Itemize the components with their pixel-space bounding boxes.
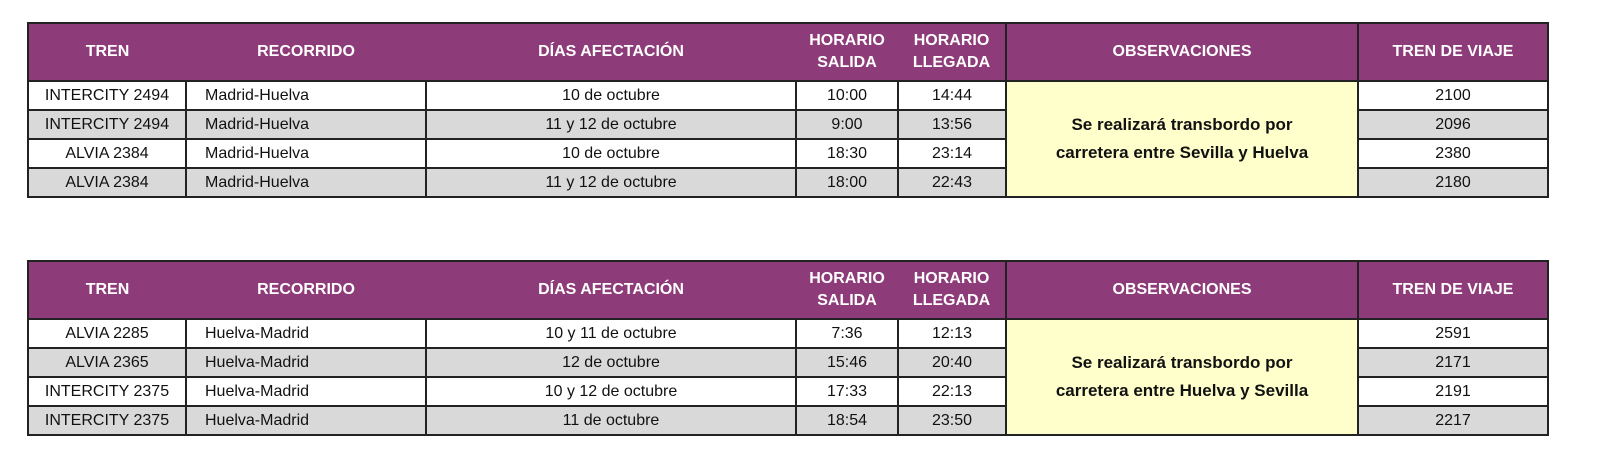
cell-salida: 9:00 [795, 109, 899, 140]
table-row: ALVIA 2365 Huelva-Madrid 12 de octubre 1… [27, 347, 1549, 378]
header-llegada-line2: LLEGADA [912, 54, 991, 71]
observacion-line2: carretera entre Huelva y Sevilla [1055, 381, 1309, 400]
observacion-line1: Se realizará transbordo por [1071, 115, 1293, 134]
cell-llegada: 23:50 [897, 405, 1007, 436]
header-recorrido: RECORRIDO [186, 22, 426, 82]
header-salida: HORARIO SALIDA [796, 22, 898, 82]
cell-tren-viaje: 2380 [1357, 138, 1549, 169]
cell-tren: ALVIA 2384 [27, 138, 187, 169]
schedule-table-huelva-madrid: TREN RECORRIDO DÍAS AFECTACIÓN HORARIO SA… [27, 260, 1549, 436]
cell-llegada: 20:40 [897, 347, 1007, 378]
observacion-line2: carretera entre Sevilla y Huelva [1055, 143, 1309, 162]
header-tren-viaje: TREN DE VIAJE [1357, 22, 1549, 82]
cell-dias: 11 de octubre [425, 405, 797, 436]
cell-tren: ALVIA 2285 [27, 318, 187, 349]
header-salida-line2: SALIDA [817, 292, 877, 309]
table-row: INTERCITY 2375 Huelva-Madrid 11 de octub… [27, 405, 1549, 436]
cell-salida: 18:54 [795, 405, 899, 436]
cell-recorrido: Madrid-Huelva [185, 138, 427, 169]
header-row: TREN RECORRIDO DÍAS AFECTACIÓN HORARIO SA… [27, 22, 1549, 82]
cell-salida: 18:00 [795, 167, 899, 198]
cell-recorrido: Huelva-Madrid [185, 405, 427, 436]
cell-dias: 10 y 11 de octubre [425, 318, 797, 349]
cell-llegada: 14:44 [897, 80, 1007, 111]
observacion-line1: Se realizará transbordo por [1071, 353, 1293, 372]
table-row: INTERCITY 2494 Madrid-Huelva 10 de octub… [27, 80, 1549, 198]
cell-llegada: 22:13 [897, 376, 1007, 407]
cell-observaciones: Se realizará transbordo por carretera ent… [1005, 318, 1359, 436]
cell-tren-viaje: 2591 [1357, 318, 1549, 349]
header-tren-viaje: TREN DE VIAJE [1357, 260, 1549, 320]
cell-tren: INTERCITY 2494 [27, 109, 187, 140]
header-dias: DÍAS AFECTACIÓN [426, 22, 796, 82]
header-dias: DÍAS AFECTACIÓN [426, 260, 796, 320]
cell-recorrido: Madrid-Huelva [185, 109, 427, 140]
header-recorrido: RECORRIDO [186, 260, 426, 320]
header-observaciones: OBSERVACIONES [1005, 260, 1359, 320]
cell-tren-viaje: 2100 [1357, 80, 1549, 111]
cell-recorrido: Madrid-Huelva [185, 80, 427, 111]
cell-dias: 12 de octubre [425, 347, 797, 378]
cell-salida: 7:36 [795, 318, 899, 349]
cell-recorrido: Huelva-Madrid [185, 376, 427, 407]
table-row: ALVIA 2384 Madrid-Huelva 11 y 12 de octu… [27, 167, 1549, 198]
header-tren: TREN [27, 260, 186, 320]
header-row: TREN RECORRIDO DÍAS AFECTACIÓN HORARIO SA… [27, 260, 1549, 320]
header-salida: HORARIO SALIDA [796, 260, 898, 320]
cell-tren-viaje: 2191 [1357, 376, 1549, 407]
schedule-table-madrid-huelva: TREN RECORRIDO DÍAS AFECTACIÓN HORARIO SA… [27, 22, 1549, 198]
header-tren: TREN [27, 22, 186, 82]
cell-dias: 11 y 12 de octubre [425, 167, 797, 198]
cell-llegada: 12:13 [897, 318, 1007, 349]
cell-tren-viaje: 2217 [1357, 405, 1549, 436]
cell-tren: INTERCITY 2375 [27, 405, 187, 436]
header-llegada-line1: HORARIO [913, 270, 990, 287]
cell-tren-viaje: 2171 [1357, 347, 1549, 378]
cell-llegada: 13:56 [897, 109, 1007, 140]
cell-salida: 18:30 [795, 138, 899, 169]
header-salida-line1: HORARIO [809, 270, 885, 287]
cell-tren: ALVIA 2384 [27, 167, 187, 198]
cell-llegada: 23:14 [897, 138, 1007, 169]
cell-recorrido: Madrid-Huelva [185, 167, 427, 198]
header-llegada: HORARIO LLEGADA [898, 260, 1006, 320]
cell-salida: 17:33 [795, 376, 899, 407]
cell-tren: ALVIA 2365 [27, 347, 187, 378]
header-salida-line2: SALIDA [817, 54, 877, 71]
cell-tren: INTERCITY 2494 [27, 80, 187, 111]
cell-tren-viaje: 2180 [1357, 167, 1549, 198]
cell-recorrido: Huelva-Madrid [185, 347, 427, 378]
cell-recorrido: Huelva-Madrid [185, 318, 427, 349]
table-row: ALVIA 2384 Madrid-Huelva 10 de octubre 1… [27, 138, 1549, 169]
cell-tren-viaje: 2096 [1357, 109, 1549, 140]
cell-tren: INTERCITY 2375 [27, 376, 187, 407]
header-llegada: HORARIO LLEGADA [898, 22, 1006, 82]
table-row: INTERCITY 2494 Madrid-Huelva 11 y 12 de … [27, 109, 1549, 140]
cell-salida: 10:00 [795, 80, 899, 111]
header-llegada-line1: HORARIO [913, 32, 990, 49]
cell-dias: 10 de octubre [425, 80, 797, 111]
cell-dias: 10 de octubre [425, 138, 797, 169]
table-row: ALVIA 2285 Huelva-Madrid 10 y 11 de octu… [27, 318, 1549, 436]
cell-dias: 11 y 12 de octubre [425, 109, 797, 140]
table-row: INTERCITY 2375 Huelva-Madrid 10 y 12 de … [27, 376, 1549, 407]
header-observaciones: OBSERVACIONES [1005, 22, 1359, 82]
header-salida-line1: HORARIO [809, 32, 885, 49]
cell-salida: 15:46 [795, 347, 899, 378]
cell-dias: 10 y 12 de octubre [425, 376, 797, 407]
cell-llegada: 22:43 [897, 167, 1007, 198]
cell-observaciones: Se realizará transbordo por carretera ent… [1005, 80, 1359, 198]
header-llegada-line2: LLEGADA [912, 292, 991, 309]
